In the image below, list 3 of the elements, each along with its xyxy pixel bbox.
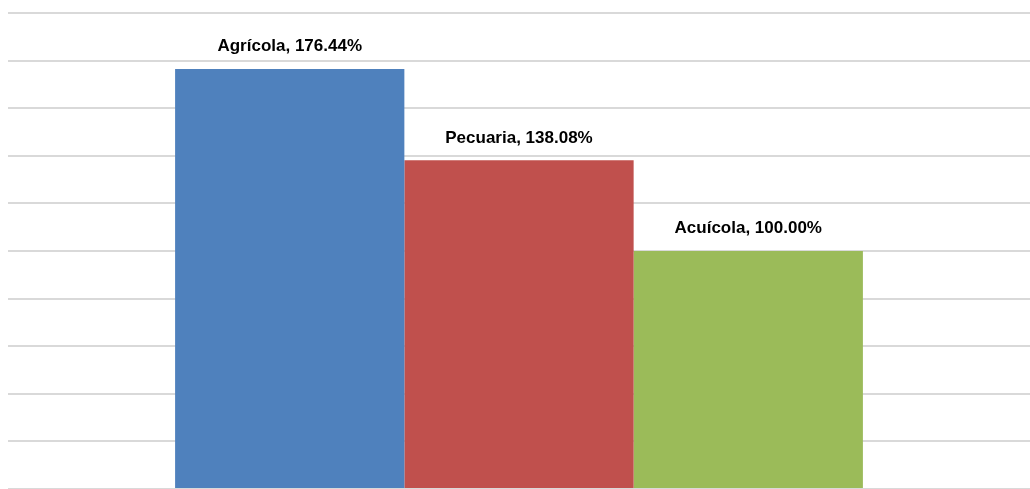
- data-label: Agrícola, 176.44%: [217, 36, 363, 56]
- data-label: Acuícola, 100.00%: [674, 218, 822, 238]
- data-label: Pecuaria, 138.08%: [445, 127, 593, 147]
